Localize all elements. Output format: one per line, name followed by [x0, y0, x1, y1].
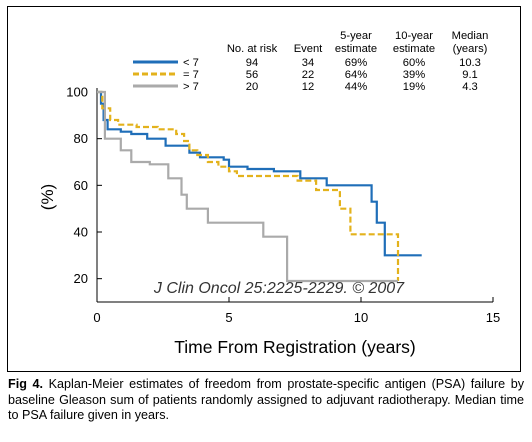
- table-header-5yr-line-2: estimate: [334, 43, 378, 55]
- table-cell-events-1: 22: [302, 69, 314, 81]
- figure-frame: [7, 6, 521, 372]
- table-header-at-risk-line-1: No. at risk: [226, 43, 278, 55]
- table-header-median-line-2: (years): [452, 43, 488, 55]
- x-axis-label: Time From Registration (years): [174, 337, 415, 357]
- x-tick-label: 5: [225, 310, 232, 325]
- caption-label: Fig 4.: [8, 377, 43, 391]
- series-line-2: [97, 90, 398, 283]
- table-header-at-risk: No. at risk: [220, 43, 284, 55]
- x-tick-label: 10: [354, 310, 368, 325]
- y-axis-label: (%): [38, 184, 57, 210]
- y-tick-label: 20: [74, 271, 88, 286]
- x-tick-label: 15: [486, 310, 500, 325]
- table-header-5yr-line-1: 5-year: [340, 30, 372, 42]
- table-cell-median-2: 4.3: [462, 81, 478, 93]
- x-tick-label: 0: [93, 310, 100, 325]
- legend-label-0: < 7: [183, 57, 199, 69]
- table-header-median-line-1: Median: [451, 30, 489, 42]
- table-cell-five_year-0: 69%: [345, 57, 367, 69]
- watermark-text: J Clin Oncol 25:2225-2229. © 2007: [153, 280, 405, 297]
- y-tick-label: 80: [74, 131, 88, 146]
- table-header-median: Median (years): [440, 30, 500, 55]
- table-cell-ten_year-2: 19%: [403, 81, 425, 93]
- table-cell-at_risk-2: 20: [246, 81, 258, 93]
- table-header-5yr: 5-year estimate: [328, 30, 384, 55]
- table-cell-median-1: 9.1: [462, 69, 478, 81]
- table-header-event: Event: [287, 43, 329, 55]
- series-line-0: [97, 90, 422, 257]
- y-tick-label: 100: [66, 85, 88, 100]
- table-cell-at_risk-1: 56: [246, 69, 258, 81]
- legend-label-1: = 7: [183, 69, 199, 81]
- figure-caption: Fig 4. Kaplan-Meier estimates of freedom…: [8, 377, 524, 424]
- table-header-event-line-1: Event: [293, 43, 323, 55]
- table-cell-five_year-1: 64%: [345, 69, 367, 81]
- table-cell-events-2: 12: [302, 81, 314, 93]
- table-cell-events-0: 34: [302, 57, 314, 69]
- table-cell-at_risk-0: 94: [246, 57, 258, 69]
- table-header-10yr: 10-year estimate: [384, 30, 444, 55]
- table-cell-ten_year-0: 60%: [403, 57, 425, 69]
- series-line-1: [97, 90, 400, 281]
- caption-text: Kaplan-Meier estimates of freedom from p…: [8, 377, 525, 423]
- table-header-10yr-line-2: estimate: [392, 43, 436, 55]
- table-cell-ten_year-1: 39%: [403, 69, 425, 81]
- table-cell-median-0: 10.3: [459, 57, 481, 69]
- y-tick-label: 40: [74, 225, 88, 240]
- legend-label-2: > 7: [183, 81, 199, 93]
- table-cell-five_year-2: 44%: [345, 81, 367, 93]
- table-header-10yr-line-1: 10-year: [395, 30, 433, 42]
- y-tick-label: 60: [74, 178, 88, 193]
